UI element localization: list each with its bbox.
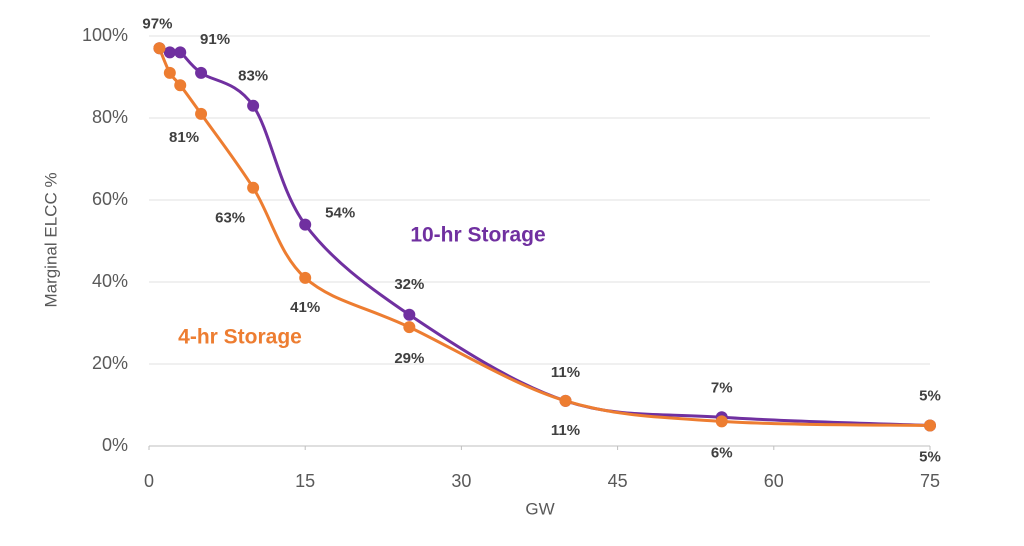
data-point [715, 415, 728, 428]
data-label: 81% [169, 129, 199, 146]
data-point [153, 42, 166, 55]
data-point [174, 79, 187, 92]
data-point [195, 107, 208, 120]
legend-label: 10-hr Storage [410, 224, 545, 247]
data-point [247, 99, 260, 112]
data-point [247, 181, 260, 194]
data-point [299, 271, 312, 284]
data-label: 5% [919, 387, 941, 404]
y-tick-label: 60% [92, 189, 128, 209]
y-tick-label: 20% [92, 353, 128, 373]
data-point [174, 46, 187, 59]
data-point [299, 218, 312, 231]
data-label: 5% [919, 448, 941, 465]
data-label: 32% [394, 276, 424, 293]
data-point [924, 419, 936, 432]
data-point [403, 321, 416, 334]
x-axis-title: GW [525, 499, 554, 518]
data-label: 11% [551, 364, 580, 381]
data-point [195, 66, 208, 79]
legend-label: 4-hr Storage [178, 326, 302, 349]
x-tick-label: 60 [764, 471, 784, 491]
y-tick-label: 100% [82, 25, 128, 45]
data-label: 97% [142, 15, 172, 32]
y-tick-label: 40% [92, 271, 128, 291]
x-tick-label: 15 [295, 471, 315, 491]
x-tick-label: 75 [920, 471, 940, 491]
data-label: 54% [325, 205, 355, 222]
data-point [163, 46, 176, 59]
x-tick-label: 45 [608, 471, 628, 491]
data-point [559, 394, 572, 407]
data-point [403, 308, 416, 321]
data-label: 7% [711, 379, 733, 396]
data-label: 83% [238, 68, 268, 85]
data-label: 91% [200, 31, 230, 48]
x-tick-label: 30 [451, 471, 471, 491]
data-point [163, 66, 176, 79]
data-label: 41% [290, 299, 320, 316]
data-label: 63% [215, 210, 245, 227]
y-tick-label: 0% [102, 435, 128, 455]
y-tick-label: 80% [92, 107, 128, 127]
data-label: 6% [711, 444, 733, 461]
x-tick-label: 0 [144, 471, 154, 491]
data-label: 11% [551, 422, 580, 439]
y-axis-title: Marginal ELCC % [41, 172, 60, 307]
data-label: 29% [394, 350, 424, 367]
